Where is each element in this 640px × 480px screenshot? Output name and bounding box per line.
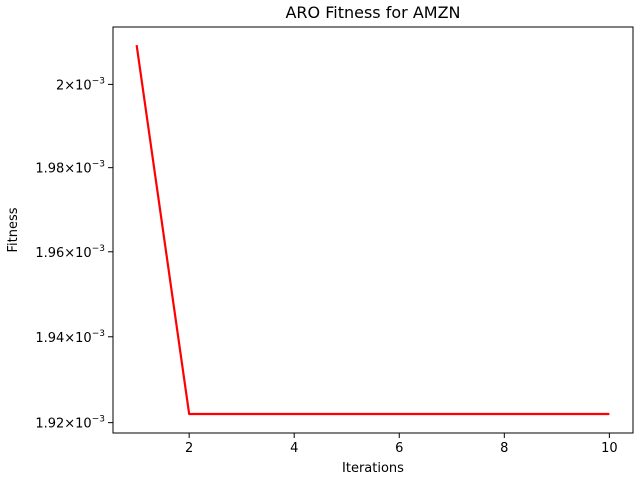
y-tick-label: 1.94×10−3 — [35, 329, 105, 346]
y-tick-label: 2×10−3 — [56, 76, 105, 93]
y-tick-label: 1.98×10−3 — [35, 160, 105, 177]
x-tick-label: 6 — [395, 441, 403, 456]
chart-title: ARO Fitness for AMZN — [285, 3, 460, 22]
x-tick-label: 8 — [500, 441, 508, 456]
x-tick-label: 10 — [601, 441, 618, 456]
y-tick-label: 1.96×10−3 — [35, 244, 105, 261]
x-axis-label: Iterations — [342, 461, 404, 476]
y-axis-label: Fitness — [6, 207, 21, 252]
plot-area: 2 4 6 8 10 1.92×10−3 1.94×10−3 1.96×10−3 1.98×10… — [35, 26, 634, 456]
series-line-0 — [135, 44, 610, 416]
axes-frame — [112, 26, 634, 434]
y-tick-label: 1.92×10−3 — [35, 415, 105, 432]
x-tick-label: 2 — [185, 441, 193, 456]
x-tick-label: 4 — [290, 441, 298, 456]
